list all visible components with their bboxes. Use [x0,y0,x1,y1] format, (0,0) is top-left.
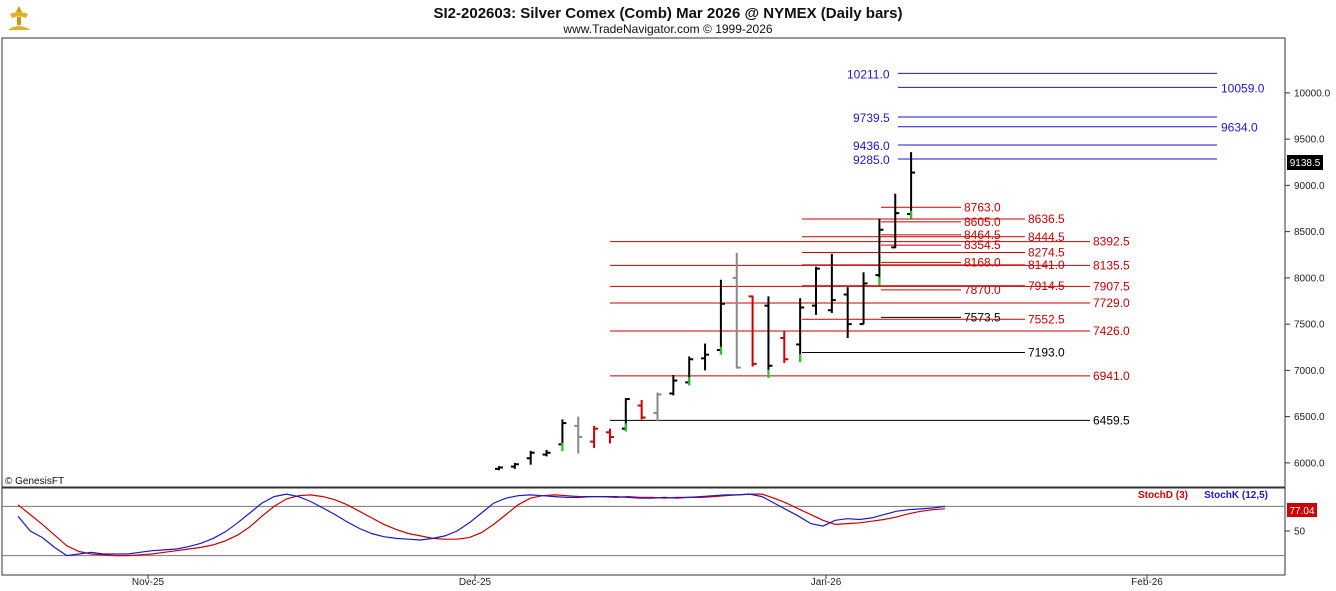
last-price-tag [1287,155,1323,170]
y-tick-label: 6000.0 [1294,458,1325,469]
ohlc-bars [495,152,916,471]
y-tick-label: 6500.0 [1294,412,1325,423]
level-label: 9739.5 [853,111,890,125]
stochk-line [17,493,946,557]
level-label: 9436.0 [853,139,890,153]
level-label: 7573.5 [964,310,1001,324]
level-label: 9634.0 [1221,121,1258,135]
y-tick-label: 8000.0 [1294,273,1325,284]
last-price-label: 9138.5 [1290,158,1321,169]
stochd-line [17,493,946,557]
y-tick-label: 7000.0 [1294,366,1325,377]
stoch-panel-frame [1,487,1286,576]
level-label: 8392.5 [1093,235,1130,249]
level-label: 7552.5 [1028,312,1065,326]
x-tick-label: Jan-26 [811,577,842,588]
y-tick-label: 7500.0 [1294,320,1325,331]
level-label: 8135.5 [1093,258,1130,272]
y-tick-label: 9000.0 [1294,181,1325,192]
level-label: 6941.0 [1093,369,1130,383]
level-label: 7426.0 [1093,324,1130,338]
stoch-tick-label: 50 [1294,527,1306,538]
level-label: 8354.5 [964,238,1001,252]
chart-title: SI2-202603: Silver Comex (Comb) Mar 2026… [434,5,903,22]
level-label: 8605.0 [964,215,1001,229]
x-tick-label: Feb-26 [1131,577,1163,588]
stochd-legend: StochD (3) [1138,490,1188,501]
level-label: 8168.0 [964,255,1001,269]
x-tick-label: Nov-25 [132,577,165,588]
stoch-last-tag [1287,503,1317,517]
level-label: 7870.0 [964,283,1001,297]
level-label: 8274.5 [1028,245,1065,259]
level-label: 6459.5 [1093,413,1130,427]
price-axis: 6000.0 6500.0 7000.0 7500.0 8000.0 8500.0 9000… [1285,88,1331,469]
level-label: 8444.5 [1028,230,1065,244]
level-label: 7914.5 [1028,279,1065,293]
time-axis: Nov-25 Dec-25 Jan-26 Feb-26 [132,575,1163,588]
x-tick-label: Dec-25 [459,577,492,588]
stochastic-lines: 50 [2,493,1306,557]
level-label: 7729.0 [1093,296,1130,310]
level-label: 8763.0 [964,200,1001,214]
level-label: 10211.0 [847,67,890,81]
logo-icon [4,3,34,33]
chart-subtitle: www.TradeNavigator.com © 1999-2026 [562,22,772,36]
level-label: 8464.5 [964,228,1001,242]
y-tick-label: 8500.0 [1294,227,1325,238]
level-label: 8636.5 [1028,212,1065,226]
level-label: 10059.0 [1221,81,1265,95]
level-label: 7193.0 [1028,346,1065,360]
y-tick-label: 10000.0 [1294,88,1331,99]
copyright-label: © GenesisFT [5,476,64,487]
stochk-legend: StochK (12,5) [1204,490,1268,501]
level-label: 8141.0 [1028,258,1065,272]
stoch-last-label: 77.04 [1289,506,1314,517]
y-tick-label: 9500.0 [1294,135,1325,146]
level-label: 7907.5 [1093,279,1130,293]
level-label: 9285.0 [853,153,890,167]
